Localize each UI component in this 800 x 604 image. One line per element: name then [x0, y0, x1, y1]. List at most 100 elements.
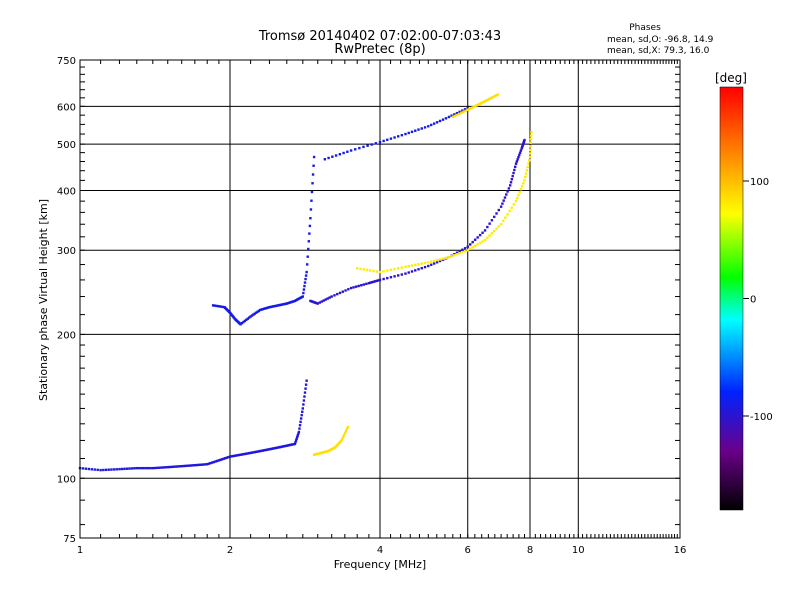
data-point: [118, 467, 121, 471]
data-point: [438, 119, 442, 123]
data-point: [514, 162, 518, 165]
data-point: [270, 447, 274, 450]
series-trace: [309, 138, 526, 305]
data-point: [514, 199, 518, 203]
data-point: [303, 391, 307, 394]
data-point: [261, 449, 265, 452]
data-point: [215, 304, 218, 308]
data-point: [189, 464, 193, 467]
data-point: [333, 294, 336, 297]
data-point: [240, 453, 244, 456]
data-point: [410, 130, 414, 134]
data-point: [508, 209, 511, 213]
data-point: [274, 446, 277, 450]
data-point: [372, 269, 375, 273]
data-point: [375, 279, 379, 283]
series-trace: [323, 106, 469, 161]
data-point: [264, 448, 267, 452]
data-point: [491, 96, 494, 99]
data-point: [279, 445, 282, 449]
data-point: [466, 249, 469, 252]
data-point: [528, 159, 531, 162]
data-point: [110, 468, 113, 471]
data-point: [293, 442, 297, 446]
data-point: [184, 464, 187, 468]
data-point: [474, 104, 477, 108]
data-point: [473, 238, 477, 241]
data-point: [213, 304, 216, 307]
data-point: [344, 289, 347, 292]
series-trace: [312, 425, 350, 456]
annotation-x-mode: mean, sd,X: 79.3, 16.0: [607, 46, 710, 56]
data-point: [272, 447, 275, 450]
data-point: [140, 466, 143, 470]
data-point: [358, 146, 361, 150]
data-point: [245, 318, 248, 322]
data-point: [435, 121, 439, 124]
data-point: [311, 182, 314, 185]
data-point: [254, 311, 258, 314]
data-point: [135, 466, 138, 470]
data-point: [352, 286, 355, 289]
data-point: [349, 286, 353, 290]
data-point: [198, 463, 202, 466]
data-point: [489, 96, 493, 100]
data-point: [120, 467, 124, 471]
data-point: [404, 265, 407, 268]
data-point: [471, 246, 474, 249]
data-point: [526, 165, 529, 169]
data-point: [472, 105, 475, 109]
data-point: [219, 458, 222, 462]
data-point: [220, 458, 224, 461]
colorbar-gradient: [719, 86, 744, 511]
x-tick-label: 1: [77, 545, 83, 556]
data-point: [423, 261, 427, 265]
data-point: [178, 465, 181, 468]
data-point: [211, 304, 215, 307]
data-point: [453, 114, 457, 118]
data-point: [492, 95, 496, 98]
data-point: [382, 139, 385, 143]
data-point: [268, 305, 271, 309]
data-point: [524, 172, 528, 175]
data-point: [162, 466, 165, 469]
data-point: [427, 261, 430, 264]
data-point: [463, 108, 467, 111]
data-point: [221, 305, 225, 309]
data-point: [90, 468, 93, 471]
data-point: [393, 267, 396, 271]
x-tick-label: 10: [572, 545, 585, 556]
data-point: [365, 268, 369, 272]
data-point: [342, 151, 345, 155]
data-point: [458, 252, 461, 255]
data-point: [420, 262, 423, 265]
data-point: [284, 302, 287, 306]
data-point: [247, 316, 251, 319]
chart-title: Tromsø 20140402 07:02:00-07:03:43: [258, 29, 501, 44]
data-point: [320, 300, 323, 303]
data-point: [155, 466, 159, 470]
data-point: [149, 466, 152, 470]
data-point: [378, 140, 382, 144]
data-point: [303, 284, 306, 288]
data-point: [485, 99, 489, 102]
data-point: [438, 259, 442, 263]
data-point: [128, 467, 131, 470]
data-point: [346, 425, 350, 429]
data-point: [463, 247, 467, 250]
data-point: [497, 225, 501, 228]
data-point: [524, 175, 527, 179]
data-point: [522, 182, 525, 185]
data-point: [180, 464, 183, 468]
data-point: [193, 464, 197, 467]
data-point: [367, 281, 371, 285]
data-point: [438, 258, 442, 261]
data-point: [304, 277, 307, 281]
data-point: [257, 309, 261, 313]
data-point: [359, 267, 362, 271]
data-point: [490, 219, 494, 222]
colorbar: [deg] 100 0 -100: [715, 71, 773, 511]
data-point: [102, 468, 105, 472]
data-point: [506, 190, 509, 193]
data-point: [309, 217, 312, 220]
